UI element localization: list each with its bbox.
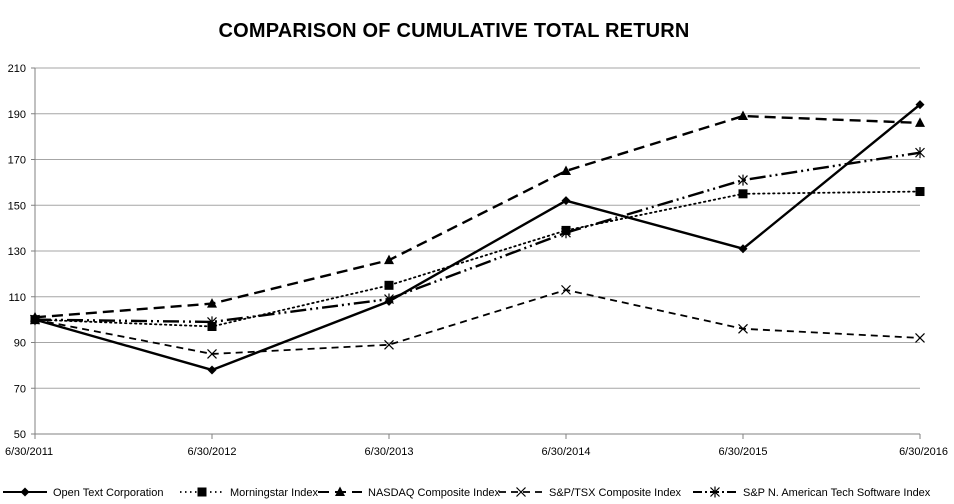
legend-marker bbox=[197, 487, 207, 497]
data-point bbox=[207, 316, 217, 328]
legend-marker bbox=[20, 487, 30, 497]
data-point bbox=[561, 227, 571, 239]
y-tick-label: 150 bbox=[8, 200, 26, 212]
chart-title: COMPARISON OF CUMULATIVE TOTAL RETURN bbox=[218, 20, 690, 42]
axis-layer: 50 70 90 110 130 150 170 190 210 6/30/2011 6/30/20… bbox=[5, 63, 948, 458]
x-tick-label: 6/30/2011 bbox=[5, 446, 53, 458]
y-tick-label: 70 bbox=[14, 383, 26, 395]
y-tick-label: 190 bbox=[8, 109, 26, 121]
data-point bbox=[207, 349, 217, 359]
series-line-morningstar-index bbox=[34, 190, 921, 328]
legend-item-nasdaq-composite-index: NASDAQ Composite Index bbox=[318, 486, 501, 499]
data-point bbox=[915, 100, 925, 110]
legend-marker bbox=[710, 486, 720, 498]
series-s-p-n-american-tech-software-index bbox=[30, 147, 925, 328]
data-point bbox=[561, 196, 571, 206]
data-point bbox=[738, 323, 748, 334]
legend-item-morningstar-index: Morningstar Index bbox=[180, 487, 319, 499]
data-point bbox=[915, 333, 925, 343]
data-point bbox=[738, 174, 748, 186]
legend-label: Open Text Corporation bbox=[53, 487, 163, 499]
series-open-text-corporation bbox=[30, 100, 925, 375]
legend-item-open-text-corporation: Open Text Corporation bbox=[3, 487, 163, 499]
data-point bbox=[207, 365, 217, 375]
legend-marker bbox=[335, 486, 345, 496]
series-line-s-p-n-american-tech-software-index bbox=[34, 151, 921, 324]
grid-layer bbox=[35, 67, 920, 389]
legend: Open Text Corporation Morningstar Index NA… bbox=[3, 486, 931, 499]
series-line-nasdaq-composite-index bbox=[34, 114, 921, 319]
data-point bbox=[915, 117, 925, 127]
data-point bbox=[384, 254, 394, 265]
series-line-open-text-corporation bbox=[34, 103, 921, 372]
series-layer bbox=[30, 100, 925, 375]
y-tick-label: 50 bbox=[14, 429, 26, 441]
data-point bbox=[207, 298, 217, 308]
y-tick-label: 210 bbox=[8, 63, 26, 75]
legend-item-s-p-n-american-tech-software-index: S&P N. American Tech Software Index bbox=[693, 486, 931, 499]
data-point bbox=[915, 187, 925, 197]
legend-marker bbox=[516, 487, 526, 497]
x-tick-label: 6/30/2013 bbox=[365, 446, 414, 458]
x-tick-label: 6/30/2015 bbox=[719, 446, 768, 458]
series-s-p-tsx-composite-index bbox=[30, 284, 925, 359]
legend-label: Morningstar Index bbox=[230, 487, 319, 499]
x-tick-label: 6/30/2014 bbox=[542, 446, 591, 458]
series-nasdaq-composite-index bbox=[30, 110, 925, 322]
y-tick-label: 130 bbox=[8, 246, 26, 258]
data-point bbox=[384, 280, 394, 290]
data-point bbox=[561, 165, 571, 175]
x-tick-label: 6/30/2012 bbox=[188, 446, 237, 458]
data-point bbox=[384, 339, 394, 350]
data-point bbox=[915, 147, 925, 159]
data-point bbox=[30, 314, 40, 326]
y-tick-label: 170 bbox=[8, 155, 26, 167]
legend-item-s-p-tsx-composite-index: S&P/TSX Composite Index bbox=[499, 487, 682, 499]
legend-label: S&P N. American Tech Software Index bbox=[743, 487, 931, 499]
data-point bbox=[738, 110, 748, 121]
y-tick-label: 110 bbox=[8, 292, 26, 304]
data-point bbox=[384, 293, 394, 305]
data-point bbox=[738, 244, 748, 254]
legend-label: NASDAQ Composite Index bbox=[368, 487, 501, 499]
x-tick-label: 6/30/2016 bbox=[899, 446, 948, 458]
series-line-s-p-tsx-composite-index bbox=[34, 288, 921, 355]
legend-label: S&P/TSX Composite Index bbox=[549, 487, 682, 499]
data-point bbox=[738, 189, 748, 199]
data-point bbox=[561, 284, 571, 295]
y-tick-label: 90 bbox=[14, 338, 26, 350]
